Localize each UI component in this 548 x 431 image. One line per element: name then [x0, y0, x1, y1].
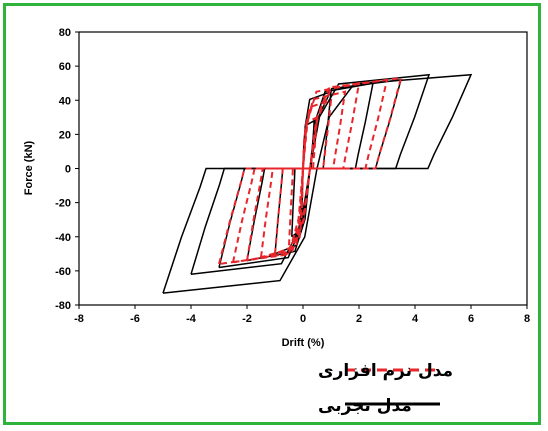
experimental-loop-line [162, 73, 473, 294]
x-axis-label: Drift (%) [282, 337, 325, 349]
y-tick-label: 20 [59, 129, 71, 141]
x-tick-label: -8 [74, 313, 84, 325]
x-tick-label: -6 [130, 313, 140, 325]
y-tick-label: -20 [55, 198, 71, 210]
x-tick-label: -2 [242, 313, 252, 325]
y-tick-label: 40 [59, 95, 71, 107]
software-series [218, 76, 403, 265]
y-tick-label: 60 [59, 61, 71, 73]
legend-software-label: مدل نرم افزاری [318, 361, 453, 381]
y-tick-label: -60 [55, 266, 71, 278]
x-tick-label: 8 [524, 313, 530, 325]
y-axis-label: Force (kN) [23, 140, 35, 195]
experimental-series [162, 73, 473, 294]
y-tick-label: -40 [55, 232, 71, 244]
x-tick-label: -4 [186, 313, 197, 325]
y-tick-label: 0 [65, 164, 71, 176]
legend-experimental-label: مدل تجربی [318, 396, 412, 416]
x-tick-label: 6 [468, 313, 474, 325]
x-tick-label: 2 [356, 313, 362, 325]
figure-frame [3, 3, 541, 425]
y-tick-label: 80 [59, 27, 71, 39]
software-loop-line [218, 76, 403, 265]
x-tick-label: 0 [300, 313, 306, 325]
experimental-loop-line [190, 73, 431, 276]
x-tick-label: 4 [412, 313, 419, 325]
y-tick-label: -80 [55, 300, 71, 312]
